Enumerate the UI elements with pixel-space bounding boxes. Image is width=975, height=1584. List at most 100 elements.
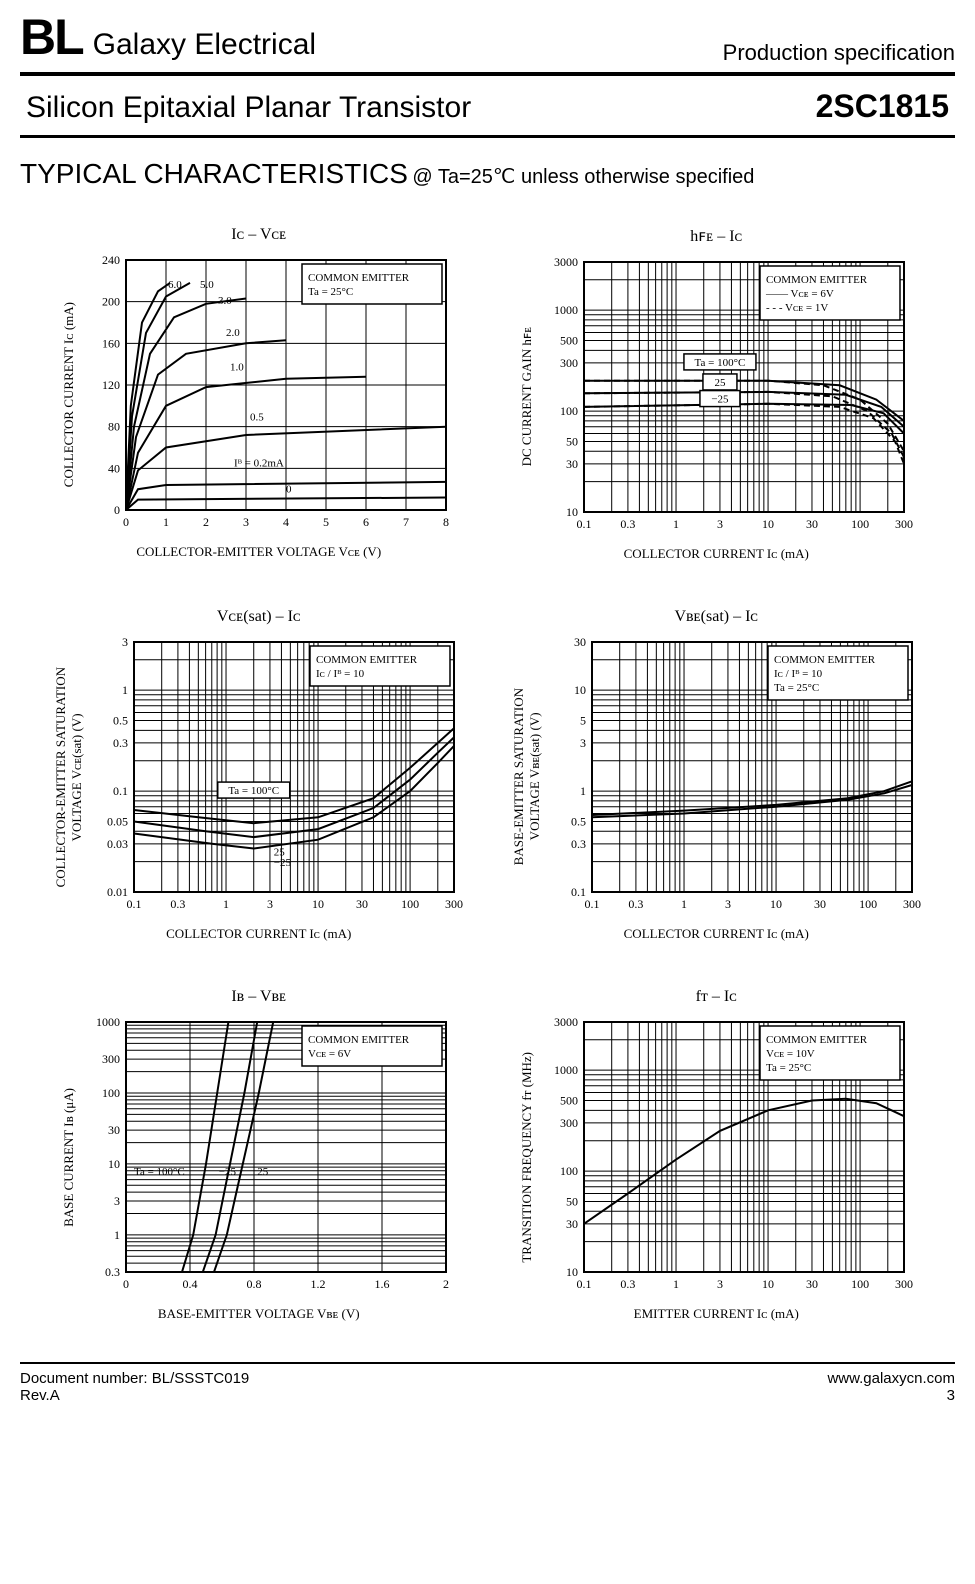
y-axis-label: DC CURRENT GAIN hꜰᴇ	[519, 327, 535, 466]
svg-text:300: 300	[895, 1277, 913, 1291]
svg-text:1: 1	[122, 683, 128, 697]
svg-text:0.5: 0.5	[250, 411, 264, 423]
svg-text:10: 10	[762, 1277, 774, 1291]
svg-text:30: 30	[566, 1217, 578, 1231]
y-axis-label: COLLECTOR CURRENT Iᴄ (mA)	[61, 302, 77, 487]
svg-text:Vᴄᴇ = 10V: Vᴄᴇ = 10V	[766, 1048, 815, 1060]
x-axis-label: COLLECTOR CURRENT Iᴄ (mA)	[166, 926, 351, 942]
x-axis-label: COLLECTOR CURRENT Iᴄ (mA)	[624, 546, 809, 562]
y-axis-label: COLLECTOR-EMITTER SATURATIONVOLTAGE Vᴄᴇ(…	[53, 667, 85, 887]
x-axis-label: COLLECTOR-EMITTER VOLTAGE Vᴄᴇ (V)	[136, 544, 381, 560]
svg-text:3.0: 3.0	[218, 295, 232, 307]
section-heading: TYPICAL CHARACTERISTICS	[20, 158, 408, 189]
svg-text:COMMON EMITTER: COMMON EMITTER	[308, 1034, 410, 1046]
y-axis-label: BASE-EMITTER SATURATIONVOLTAGE Vʙᴇ(sat) …	[511, 688, 543, 865]
product-description: Silicon Epitaxial Planar Transistor	[26, 91, 471, 125]
svg-text:6.0: 6.0	[168, 279, 182, 291]
charts-grid: Iᴄ – Vᴄᴇ COLLECTOR CURRENT Iᴄ (mA) COMMO…	[20, 226, 955, 1322]
svg-text:0.01: 0.01	[107, 885, 128, 899]
chart-svg: COMMON EMITTER—— Vᴄᴇ = 6V- - - Vᴄᴇ = 1V …	[539, 252, 914, 542]
svg-text:8: 8	[443, 515, 449, 529]
svg-text:1: 1	[223, 897, 229, 911]
svg-text:Iᴄ / Iᴮ = 10: Iᴄ / Iᴮ = 10	[774, 668, 823, 680]
svg-text:500: 500	[560, 1094, 578, 1108]
doc-type: Production specification	[723, 40, 955, 66]
svg-text:Ta = 25°C: Ta = 25°C	[308, 286, 353, 298]
svg-text:0.3: 0.3	[620, 1277, 635, 1291]
svg-text:Ta = 100°C: Ta = 100°C	[229, 785, 280, 797]
x-axis-label: COLLECTOR CURRENT Iᴄ (mA)	[624, 926, 809, 942]
section-condition: @ Ta=25℃ unless otherwise specified	[412, 166, 754, 188]
svg-text:10: 10	[574, 683, 586, 697]
svg-text:3: 3	[725, 897, 731, 911]
svg-text:7: 7	[403, 515, 409, 529]
svg-text:1: 1	[681, 897, 687, 911]
svg-text:3000: 3000	[554, 255, 578, 269]
svg-text:0.1: 0.1	[576, 517, 591, 531]
chart-title: Vʙᴇ(sat) – Iᴄ	[674, 608, 758, 626]
svg-text:30: 30	[356, 897, 368, 911]
svg-text:100: 100	[851, 517, 869, 531]
svg-text:30: 30	[108, 1123, 120, 1137]
x-axis-label: EMITTER CURRENT Iᴄ (mA)	[634, 1306, 799, 1322]
svg-text:−25: −25	[711, 394, 729, 406]
svg-text:30: 30	[566, 457, 578, 471]
svg-text:COMMON EMITTER: COMMON EMITTER	[774, 654, 876, 666]
svg-text:40: 40	[108, 461, 120, 475]
svg-text:0.8: 0.8	[247, 1277, 262, 1291]
y-axis-label: TRANSITION FREQUENCY fᴛ (MHz)	[519, 1052, 535, 1263]
svg-text:0.1: 0.1	[571, 885, 586, 899]
svg-text:2: 2	[203, 515, 209, 529]
svg-text:0: 0	[123, 515, 129, 529]
chart-title: fᴛ – Iᴄ	[696, 988, 737, 1006]
svg-text:25: 25	[714, 377, 726, 389]
part-number: 2SC1815	[816, 88, 949, 125]
page-footer: Document number: BL/SSSTC019 Rev.A www.g…	[20, 1362, 955, 1410]
svg-text:300: 300	[903, 897, 921, 911]
svg-text:5: 5	[323, 515, 329, 529]
svg-text:1: 1	[580, 784, 586, 798]
chart-svg: COMMON EMITTERVᴄᴇ = 6V Ta = 100°C−2525 0…	[81, 1012, 456, 1302]
svg-text:300: 300	[895, 517, 913, 531]
svg-text:0.1: 0.1	[576, 1277, 591, 1291]
svg-text:0.3: 0.3	[171, 897, 186, 911]
svg-text:160: 160	[102, 336, 120, 350]
chart-svg: COMMON EMITTERTa = 25°C 6.05.03.02.01.00…	[81, 250, 456, 540]
svg-text:0.3: 0.3	[628, 897, 643, 911]
chart-svg: COMMON EMITTERVᴄᴇ = 10VTa = 25°C 0.10.31…	[539, 1012, 914, 1302]
svg-text:300: 300	[445, 897, 463, 911]
svg-text:1: 1	[114, 1228, 120, 1242]
svg-text:3: 3	[717, 517, 723, 531]
divider-title	[20, 135, 955, 138]
svg-text:0: 0	[286, 483, 292, 495]
svg-text:−25: −25	[219, 1166, 237, 1178]
svg-text:2.0: 2.0	[226, 327, 240, 339]
svg-text:100: 100	[851, 1277, 869, 1291]
svg-text:5: 5	[580, 714, 586, 728]
chart-title: Vᴄᴇ(sat) – Iᴄ	[217, 608, 301, 626]
chart: hꜰᴇ – Iᴄ DC CURRENT GAIN hꜰᴇ COMMON EMIT…	[508, 226, 926, 562]
svg-text:2: 2	[443, 1277, 449, 1291]
svg-text:100: 100	[560, 404, 578, 418]
svg-text:0: 0	[114, 503, 120, 517]
svg-text:0.3: 0.3	[105, 1265, 120, 1279]
svg-text:0.1: 0.1	[113, 784, 128, 798]
svg-text:Ta = 100°C: Ta = 100°C	[694, 357, 745, 369]
svg-text:Iᴮ = 0.2mA: Iᴮ = 0.2mA	[234, 457, 284, 469]
svg-text:10: 10	[762, 517, 774, 531]
svg-text:1.2: 1.2	[311, 1277, 326, 1291]
svg-text:COMMON EMITTER: COMMON EMITTER	[766, 274, 868, 286]
chart-title: hꜰᴇ – Iᴄ	[690, 226, 742, 246]
svg-text:300: 300	[102, 1052, 120, 1066]
divider-top	[20, 72, 955, 76]
chart-svg: COMMON EMITTERIᴄ / Iᴮ = 10 Ta = 100°C 25…	[89, 632, 464, 922]
footer-page: 3	[827, 1387, 955, 1404]
svg-text:30: 30	[806, 517, 818, 531]
svg-text:0.1: 0.1	[127, 897, 142, 911]
svg-text:30: 30	[806, 1277, 818, 1291]
brand-full: Galaxy Electrical	[93, 28, 316, 62]
svg-text:COMMON EMITTER: COMMON EMITTER	[316, 654, 418, 666]
chart-svg: COMMON EMITTERIᴄ / Iᴮ = 10Ta = 25°C 0.10…	[547, 632, 922, 922]
svg-text:300: 300	[560, 1116, 578, 1130]
svg-text:3: 3	[243, 515, 249, 529]
